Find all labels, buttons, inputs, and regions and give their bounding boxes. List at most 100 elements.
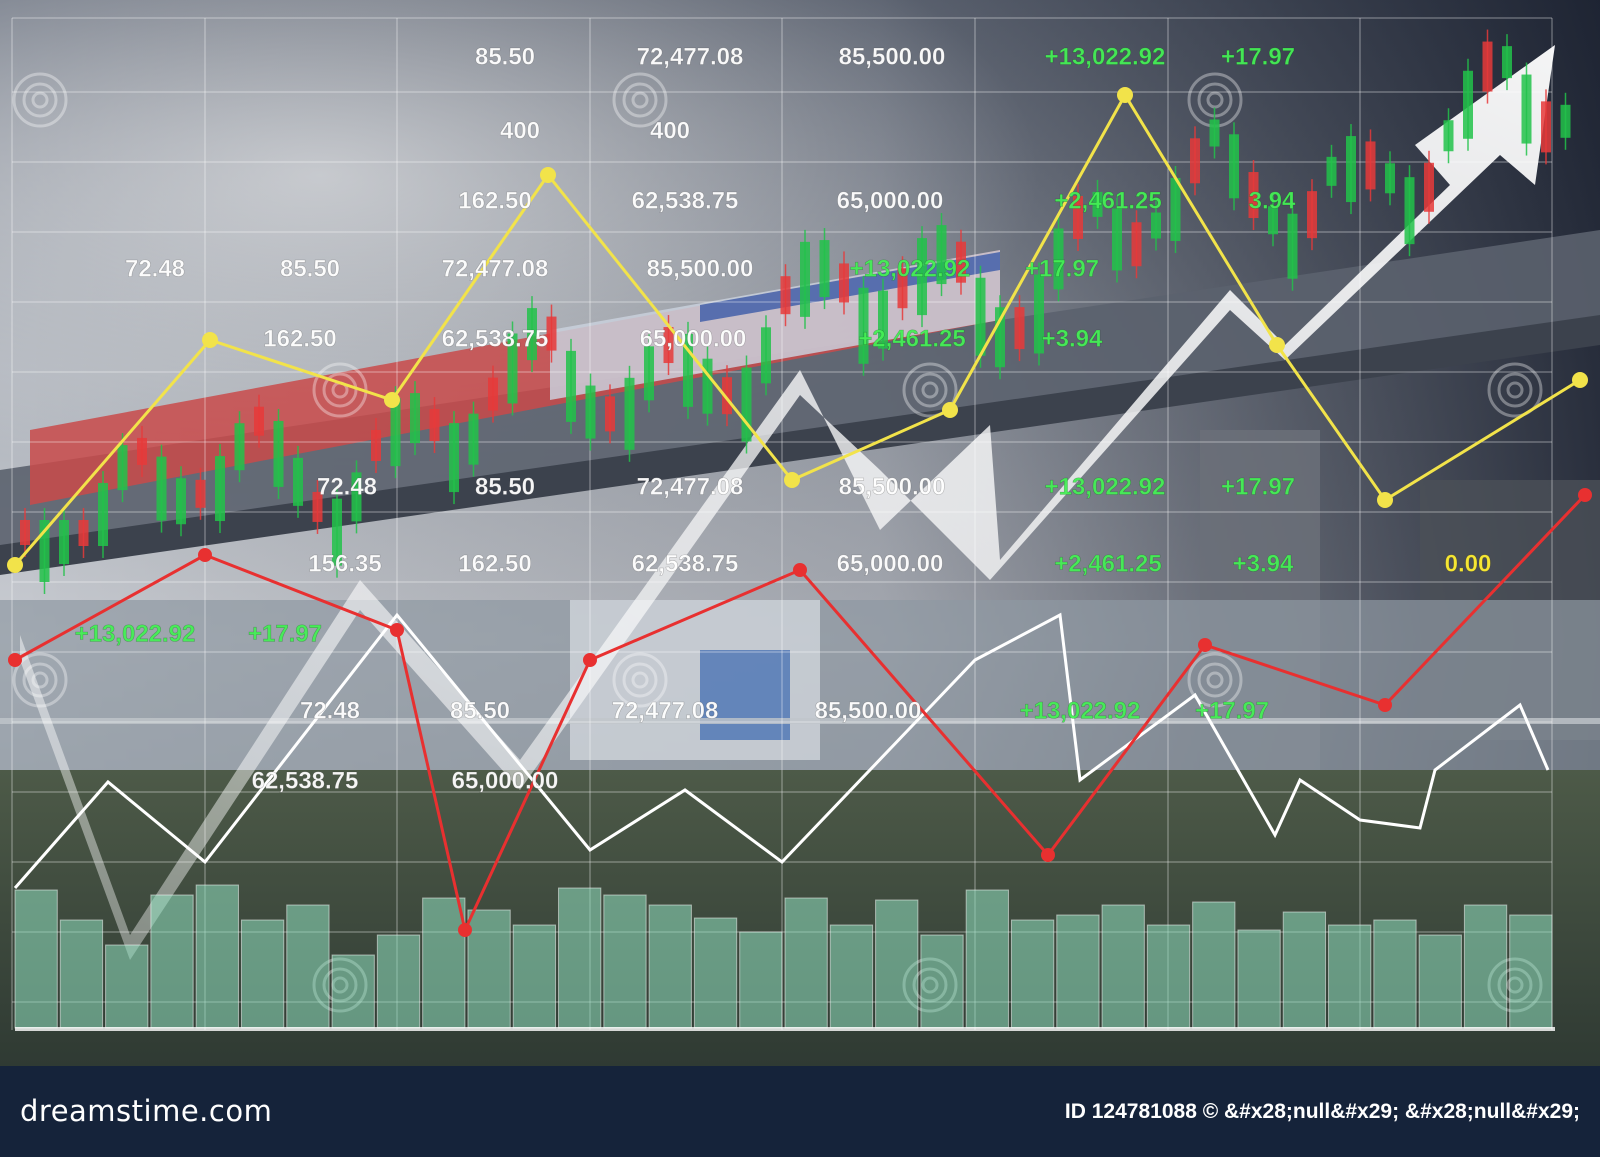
- candlestick: [332, 498, 342, 566]
- candlestick: [410, 393, 420, 444]
- candlestick: [312, 491, 323, 522]
- ticker-value: 72.48: [125, 255, 185, 282]
- candlestick: [1268, 206, 1278, 235]
- candlestick: [1073, 195, 1083, 239]
- red-line-point: [583, 653, 597, 667]
- candlestick: [936, 225, 947, 285]
- ticker-value: 0.00: [1445, 550, 1492, 577]
- candlestick: [1248, 172, 1259, 219]
- candlestick: [429, 409, 440, 442]
- dreamstime-logo: dreamstime.com: [20, 1094, 273, 1128]
- volume-bar: [1237, 929, 1281, 1029]
- red-trend-line: [14, 493, 1587, 935]
- candlestick: [390, 398, 401, 467]
- volume-bar: [286, 904, 330, 1029]
- red-line-point: [1378, 698, 1392, 712]
- candlestick: [1053, 228, 1064, 290]
- candlestick: [839, 263, 849, 303]
- ticker-value: 162.50: [263, 325, 336, 352]
- volume-bar: [1192, 901, 1236, 1029]
- ticker-value: 85.50: [280, 255, 340, 282]
- candlestick: [761, 327, 771, 384]
- yellow-line-point: [1572, 372, 1588, 388]
- candlestick: [273, 420, 284, 487]
- red-line-point: [458, 923, 472, 937]
- ticker-value: 65,000.00: [837, 187, 944, 214]
- candlestick: [605, 396, 615, 432]
- candlestick: [371, 429, 381, 461]
- yellow-line-points: [7, 87, 1588, 573]
- candlestick: [566, 350, 576, 422]
- ticker-value: 3.94: [1249, 187, 1296, 214]
- volume-bar: [1328, 924, 1372, 1029]
- ticker-value: 72,477.08: [637, 473, 744, 500]
- ticker-value: 85.50: [475, 43, 535, 70]
- candlestick: [1326, 156, 1337, 186]
- ticker-value: 85.50: [450, 697, 510, 724]
- ticker-value: +3.94: [1233, 550, 1294, 577]
- candlestick: [1424, 162, 1434, 212]
- candlestick: [1229, 134, 1239, 199]
- image-id-credit: ID 124781088 © &#x28;null&#x29; &#x28;nu…: [1064, 1100, 1580, 1123]
- candlestick: [59, 520, 69, 564]
- candlestick: [293, 457, 303, 506]
- candlestick: [1170, 177, 1181, 241]
- volume-bar: [784, 897, 828, 1029]
- candlestick: [98, 483, 108, 547]
- candlestick: [585, 385, 596, 439]
- footer-bar: dreamstime.com ID 124781088 © &#x28;null…: [0, 1066, 1600, 1157]
- candlestick: [176, 478, 186, 525]
- candlestick: [1463, 70, 1473, 139]
- candlestick: [1287, 213, 1298, 279]
- volume-bar: [965, 889, 1009, 1029]
- candlestick: [1346, 136, 1356, 203]
- candlestick: [741, 367, 752, 442]
- candlestick: [956, 241, 966, 283]
- ticker-value: 85,500.00: [839, 43, 946, 70]
- ticker-value: +17.97: [248, 620, 322, 647]
- ticker-value: +13,022.92: [1045, 43, 1166, 70]
- red-line-point: [390, 623, 404, 637]
- ticker-value: 62,538.75: [442, 325, 549, 352]
- volume-bar: [331, 954, 375, 1029]
- candlestick: [1404, 177, 1415, 245]
- volume-bar: [875, 899, 919, 1029]
- red-line-point: [793, 563, 807, 577]
- volume-bar: [1509, 914, 1553, 1029]
- ticker-value: +13,022.92: [850, 255, 971, 282]
- ticker-value: +2,461.25: [858, 325, 965, 352]
- ticker-value: 62,538.75: [632, 187, 739, 214]
- yellow-line-point: [540, 167, 556, 183]
- ticker-value: 162.50: [458, 187, 531, 214]
- volume-bar: [195, 884, 239, 1029]
- ticker-value: 72,477.08: [637, 43, 744, 70]
- candlestick: [683, 333, 693, 407]
- volume-bar: [1101, 904, 1145, 1029]
- ticker-value: 65,000.00: [837, 550, 944, 577]
- ticker-value: 400: [650, 117, 690, 144]
- candlestick: [546, 316, 557, 351]
- volume-bar: [558, 887, 602, 1029]
- candlestick: [1034, 274, 1044, 354]
- candlestick: [624, 377, 635, 450]
- candlestick: [156, 456, 167, 521]
- candlestick: [351, 472, 362, 522]
- ticker-numbers: 85.50 72,477.08 85,500.00 +13,022.92 +17.97 4…: [74, 43, 1492, 795]
- candlestick: [897, 268, 908, 309]
- ticker-value: 72.48: [317, 473, 377, 500]
- volume-bar: [1418, 934, 1462, 1029]
- candlestick: [527, 308, 537, 361]
- volume-bar: [1146, 924, 1191, 1029]
- chart-grid: [11, 17, 1553, 1030]
- volume-bars: [14, 884, 1555, 1031]
- ticker-value: 400: [500, 117, 540, 144]
- candlestick: [1151, 212, 1161, 239]
- candlestick: [702, 358, 713, 414]
- volume-bar: [1010, 919, 1055, 1029]
- candlesticks: [20, 29, 1571, 594]
- ticker-value: 85,500.00: [815, 697, 922, 724]
- yellow-line-point: [1377, 492, 1393, 508]
- ticker-value: +13,022.92: [1045, 473, 1166, 500]
- candlestick: [1385, 163, 1395, 194]
